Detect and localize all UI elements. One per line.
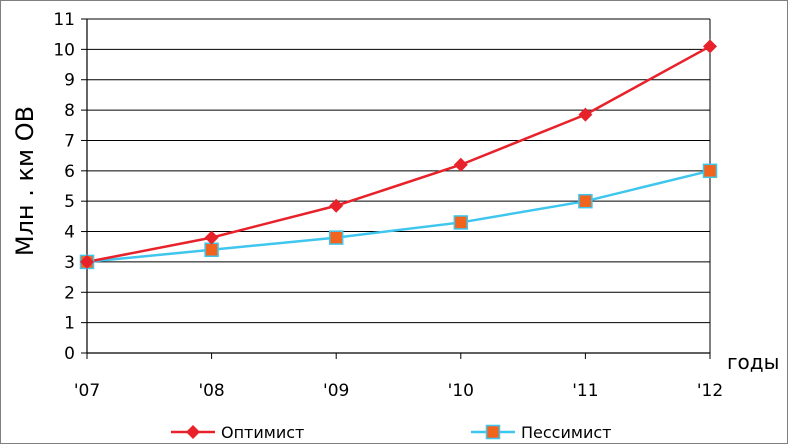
axes [81, 18, 711, 359]
series-line [86, 45, 711, 264]
y-tick-label: 2 [64, 283, 75, 303]
y-axis-title: Млн . км ОВ [11, 106, 39, 256]
series-line [86, 169, 711, 264]
x-tick-label: '08 [198, 381, 224, 401]
data-point-marker [204, 242, 219, 258]
legend-marker [186, 425, 200, 439]
x-tick-label: '10 [448, 381, 474, 401]
y-tick-label: 1 [64, 314, 75, 334]
data-point-marker [328, 230, 344, 245]
legend-label: Пессимист [521, 423, 611, 442]
y-tick-label: 0 [64, 344, 75, 364]
grid-lines [87, 18, 710, 324]
data-point-marker [578, 107, 593, 122]
data-point-marker [578, 193, 593, 209]
x-tick-label: '11 [572, 381, 598, 401]
data-point-marker [80, 254, 94, 269]
legend-label: Оптимист [221, 423, 304, 442]
series-lines [86, 45, 711, 264]
y-tick-label: 9 [64, 71, 75, 91]
y-tick-label: 11 [53, 10, 75, 30]
legend: Оптимист Пессимист [171, 423, 611, 442]
data-point-marker [703, 39, 717, 54]
data-point-marker [453, 215, 469, 230]
data-point-marker [453, 157, 468, 172]
series-markers [79, 39, 718, 270]
data-point-marker [702, 163, 718, 179]
y-tick-label: 3 [64, 253, 75, 273]
x-tick-label: '12 [697, 381, 723, 401]
y-tick-label: 8 [64, 101, 75, 121]
y-tick-label: 10 [53, 40, 75, 60]
x-tick-labels: '07 '08 '09 '10 '11 '12 [74, 381, 723, 401]
x-axis-title: годы [727, 350, 779, 374]
x-tick-label: '07 [74, 381, 100, 401]
y-tick-label: 5 [64, 192, 75, 212]
x-tick-label: '09 [323, 381, 349, 401]
y-tick-label: 7 [64, 131, 75, 151]
data-point-marker [204, 230, 219, 245]
y-tick-label: 4 [64, 223, 75, 243]
y-tick-label: 6 [64, 162, 75, 182]
y-tick-labels: 0 1 2 3 4 5 6 7 8 9 10 11 [53, 10, 75, 364]
legend-marker [485, 424, 501, 440]
data-point-marker [329, 198, 344, 213]
